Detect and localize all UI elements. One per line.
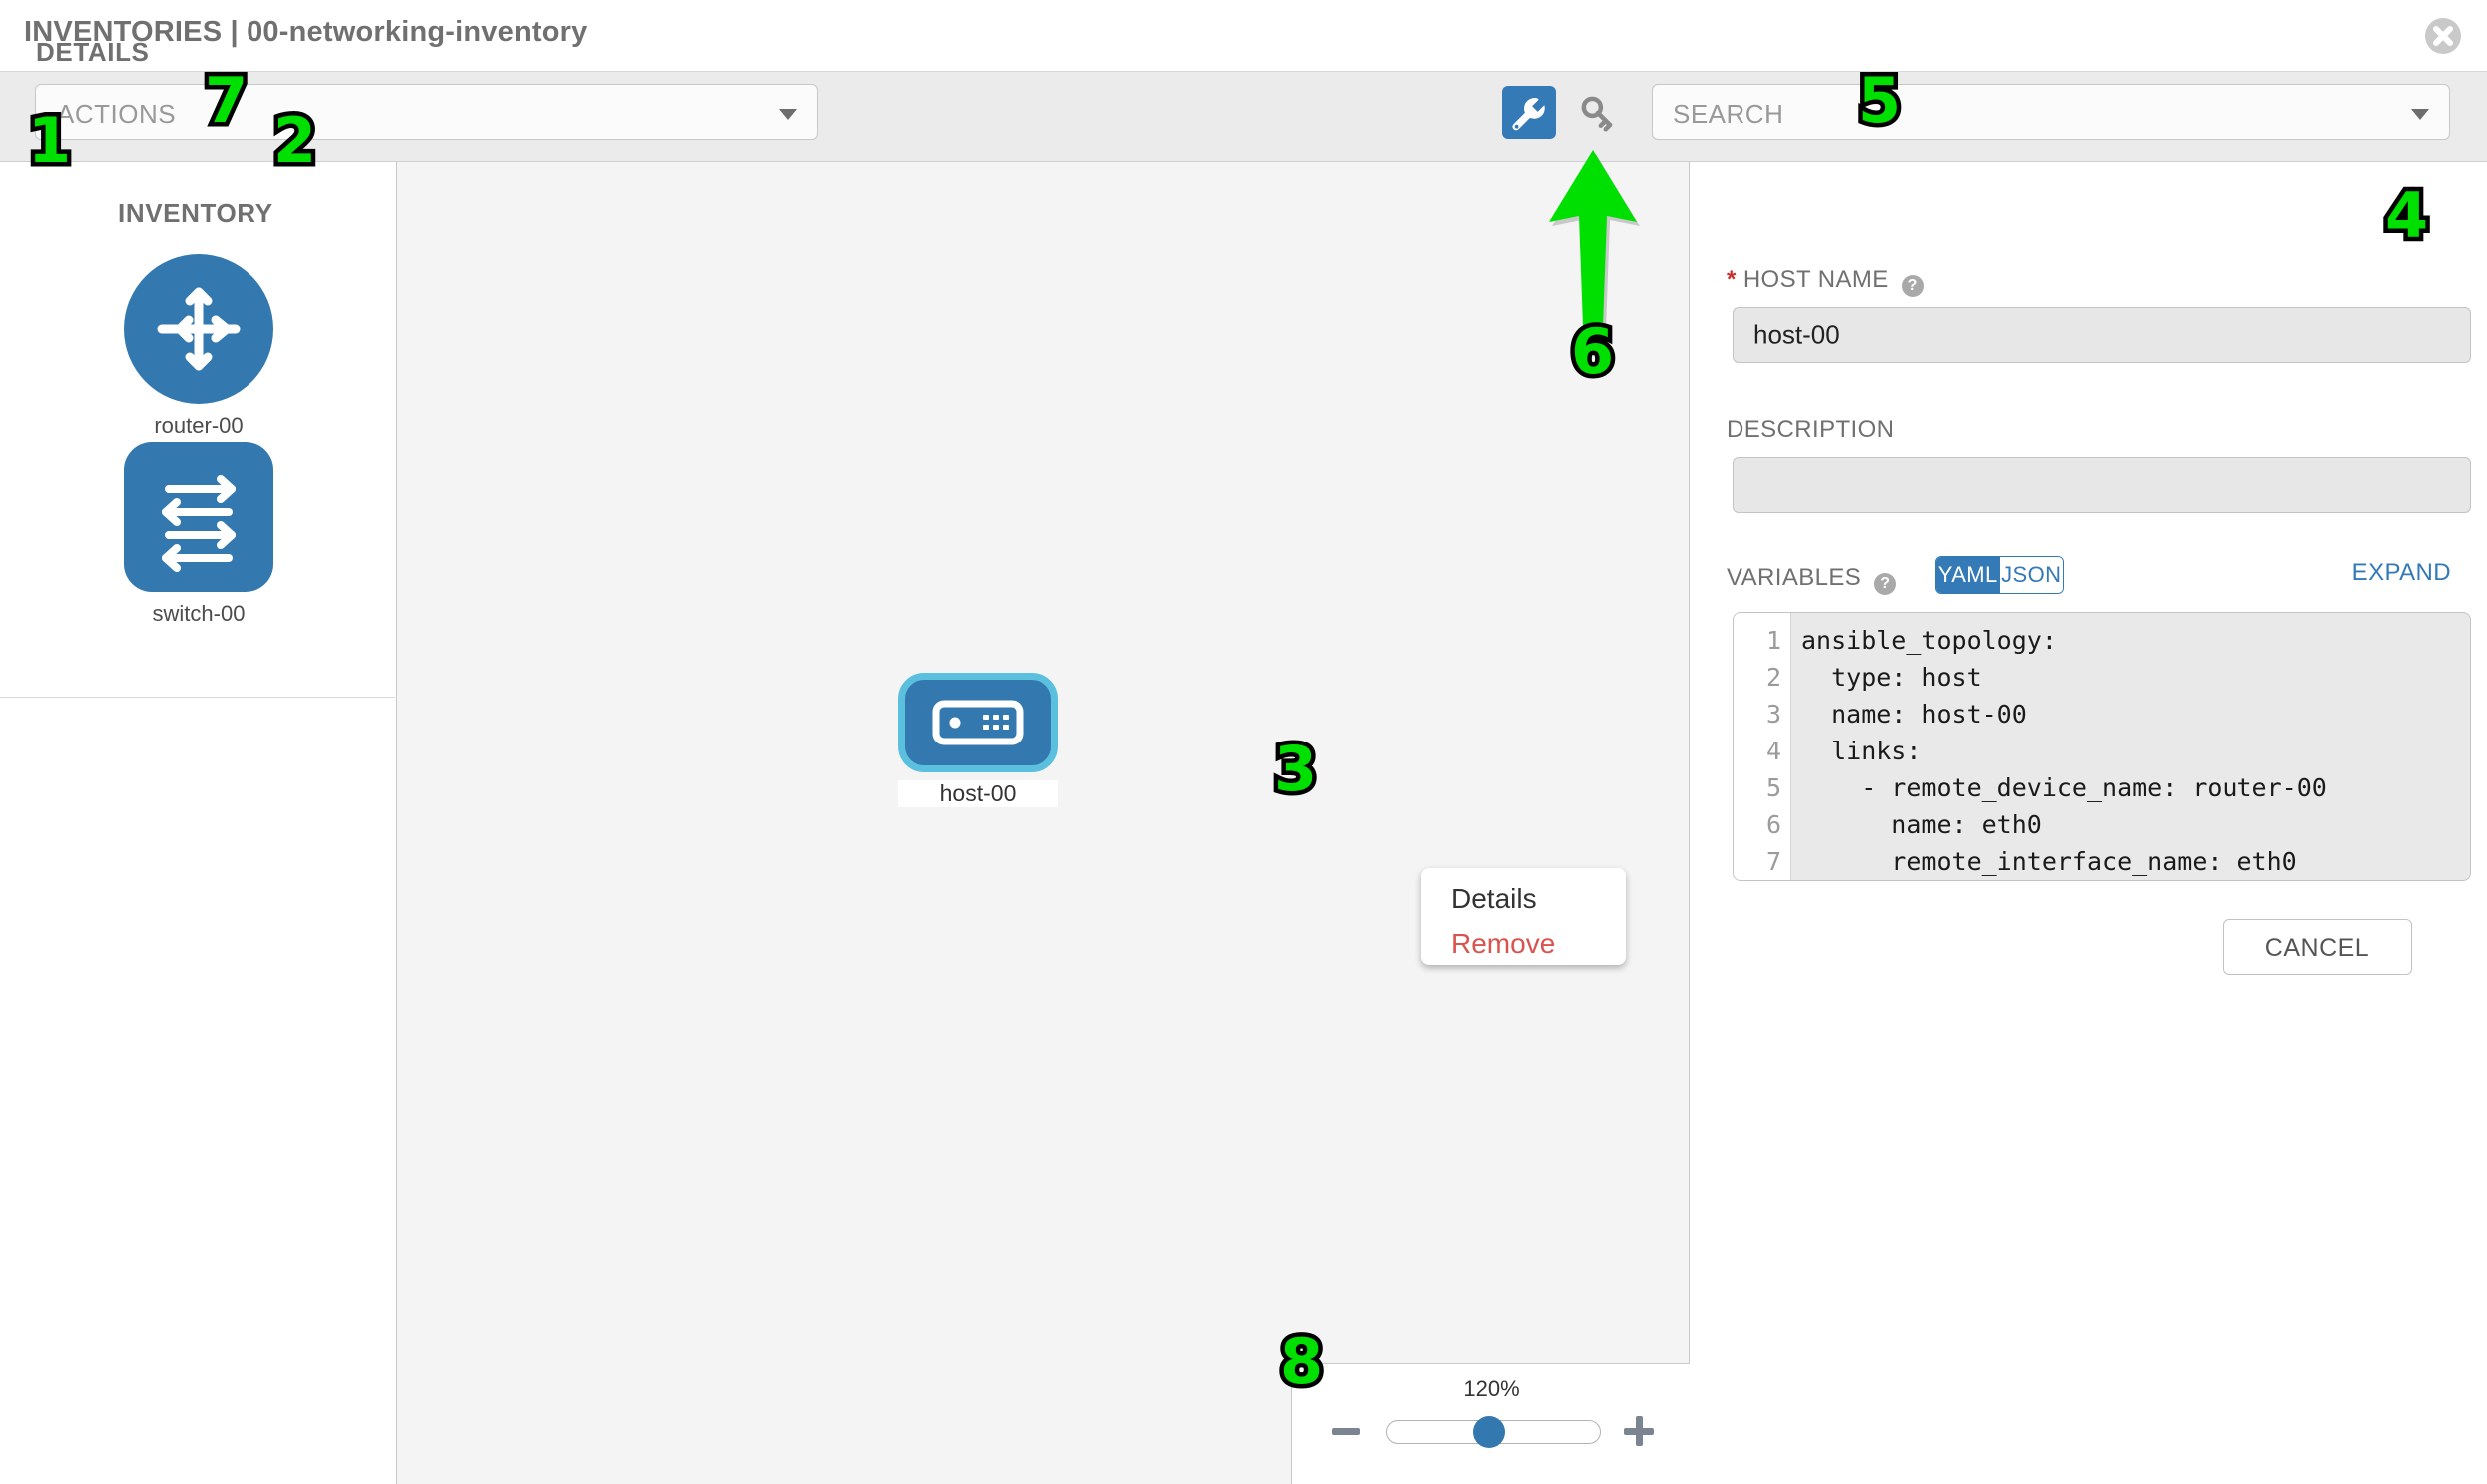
description-label: DESCRIPTION xyxy=(1727,416,1895,443)
code-line: ansible_topology: xyxy=(1801,626,2057,655)
code-gutter: 1 2 3 4 5 6 7 xyxy=(1734,613,1791,880)
variables-label: VARIABLES ? xyxy=(1727,564,1897,595)
sidebar-item-router-00[interactable]: router-00 xyxy=(124,254,273,439)
help-icon[interactable]: ? xyxy=(1874,573,1897,595)
zoom-out-button[interactable] xyxy=(1332,1428,1360,1435)
close-icon[interactable] xyxy=(2425,18,2461,54)
line-number: 4 xyxy=(1765,737,1781,765)
host-name-label: * HOST NAME ? xyxy=(1727,266,1924,297)
code-line: type: host xyxy=(1801,663,1982,692)
line-number: 3 xyxy=(1765,700,1781,729)
context-menu-item-details[interactable]: Details xyxy=(1451,883,1537,914)
zoom-level-label: 120% xyxy=(1463,1376,1520,1401)
sidebar-item-label: router-00 xyxy=(154,413,244,438)
search-placeholder: SEARCH xyxy=(1673,99,1784,129)
host-name-field[interactable]: host-00 xyxy=(1733,307,2471,363)
line-number: 1 xyxy=(1765,626,1781,655)
chevron-down-icon xyxy=(779,109,797,120)
cancel-button[interactable]: CANCEL xyxy=(2223,919,2412,975)
zoom-in-button[interactable] xyxy=(1624,1416,1654,1446)
wrench-tool-button[interactable] xyxy=(1502,86,1556,139)
zoom-control-panel: 120% xyxy=(1291,1363,1690,1484)
code-line: name: host-00 xyxy=(1801,700,2027,729)
sidebar-divider xyxy=(0,697,395,698)
zoom-slider-thumb[interactable] xyxy=(1473,1416,1505,1448)
sidebar-item-switch-00[interactable]: switch-00 xyxy=(124,442,273,627)
help-icon[interactable]: ? xyxy=(1901,275,1924,297)
toggle-yaml[interactable]: YAML xyxy=(1936,557,2000,593)
required-marker: * xyxy=(1727,266,1737,293)
context-menu-item-remove[interactable]: Remove xyxy=(1451,928,1556,959)
router-icon xyxy=(124,254,273,404)
details-panel-title: DETAILS xyxy=(36,37,150,67)
chevron-down-icon[interactable] xyxy=(2411,109,2429,120)
switch-icon xyxy=(124,442,273,592)
line-number: 2 xyxy=(1765,663,1781,692)
line-number: 7 xyxy=(1765,847,1781,876)
node-context-menu: Details Remove xyxy=(1421,868,1626,965)
host-name-label-text: HOST NAME xyxy=(1742,266,1889,293)
description-field[interactable] xyxy=(1733,457,2471,513)
canvas-node-host-00[interactable] xyxy=(898,673,1058,772)
variables-format-toggle: YAML JSON xyxy=(1935,556,2064,594)
key-icon[interactable] xyxy=(1575,90,1621,136)
sidebar-item-label: switch-00 xyxy=(152,601,246,626)
line-number: 6 xyxy=(1765,810,1781,839)
actions-dropdown[interactable]: ACTIONS xyxy=(35,84,818,140)
variables-label-text: VARIABLES xyxy=(1727,564,1862,591)
breadcrumb: INVENTORIES | 00-networking-inventory xyxy=(24,16,588,48)
code-line: - remote_device_name: router-00 xyxy=(1801,773,2327,802)
host-name-value: host-00 xyxy=(1753,319,1840,350)
toggle-json[interactable]: JSON xyxy=(1999,557,2063,593)
expand-link[interactable]: EXPAND xyxy=(2351,559,2451,586)
canvas-node-label: host-00 xyxy=(898,780,1058,807)
search-input[interactable]: SEARCH xyxy=(1652,84,2450,140)
variables-code-editor[interactable]: 1 2 3 4 5 6 7 ansible_topology: type: ho… xyxy=(1733,612,2471,881)
line-number: 5 xyxy=(1765,773,1781,802)
code-line: remote_interface_name: eth0 xyxy=(1801,847,2297,876)
cancel-button-label: CANCEL xyxy=(2264,934,2370,962)
server-host-icon xyxy=(932,700,1024,745)
code-content: ansible_topology: type: host name: host-… xyxy=(1791,613,2470,880)
actions-dropdown-label: ACTIONS xyxy=(57,99,177,129)
sidebar-title: INVENTORY xyxy=(118,198,273,228)
topology-canvas[interactable]: host-00 Details Remove xyxy=(396,162,1690,1484)
modal-titlebar: INVENTORIES | 00-networking-inventory xyxy=(0,0,2487,72)
code-line: links: xyxy=(1801,737,1922,765)
code-line: name: eth0 xyxy=(1801,810,2042,839)
